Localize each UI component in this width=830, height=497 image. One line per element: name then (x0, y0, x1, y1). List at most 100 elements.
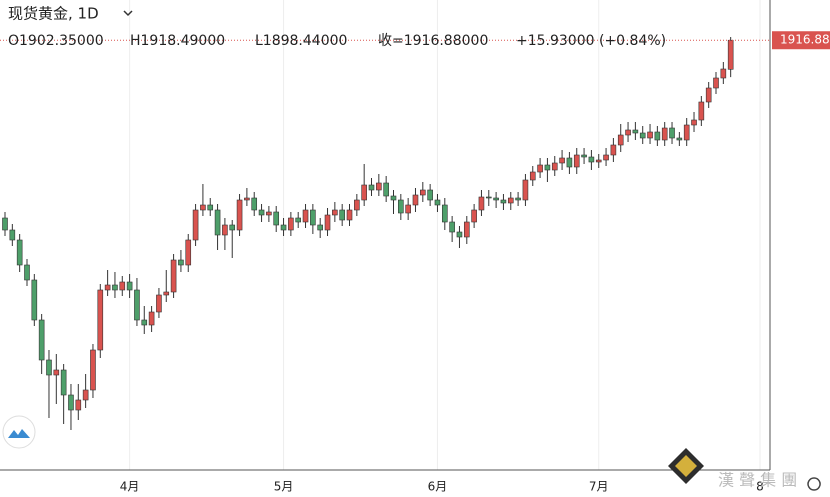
candle-body (573, 154, 580, 168)
candle-body (112, 284, 118, 291)
candle-body (68, 394, 74, 411)
candle-body (251, 197, 258, 211)
candle-body (31, 279, 38, 321)
candle-body (625, 129, 631, 136)
candle-body (266, 211, 272, 216)
candle-body (683, 124, 690, 141)
x-tick-label: 8 (756, 480, 764, 494)
candle-body (310, 209, 316, 226)
candle-body (566, 157, 573, 168)
candle-body (324, 214, 331, 231)
candle-body (302, 209, 309, 223)
candle-body (654, 131, 661, 141)
candle-body (2, 217, 8, 231)
candle-body (339, 209, 345, 221)
x-tick-label: 4月 (120, 480, 140, 494)
candle-body (441, 204, 448, 223)
candle-body (192, 209, 199, 241)
candle-body (456, 231, 463, 238)
candle-body (163, 291, 170, 296)
candle-body (24, 264, 30, 281)
ohlc-stat: 收=1916.88000 (378, 33, 488, 49)
candle-body (368, 184, 375, 191)
last-price-badge (772, 31, 830, 50)
candle-body (617, 134, 624, 146)
candle-body (705, 87, 712, 103)
x-tick-label: 7月 (589, 480, 609, 494)
chart-title: 现货黄金, 1D (8, 5, 99, 23)
candle-body (126, 281, 133, 291)
candle-body (691, 119, 697, 126)
candle-body (104, 284, 111, 291)
x-tick-label: 5月 (274, 480, 294, 494)
candle-body (529, 171, 536, 181)
candle-body (346, 209, 353, 221)
candle-body (434, 199, 441, 206)
candle-body (507, 197, 514, 204)
candle-body (581, 154, 587, 158)
candle-body (258, 209, 265, 216)
candle-body (639, 132, 646, 139)
candle-body (610, 144, 617, 156)
candle-body (90, 349, 96, 391)
candle-body (170, 259, 177, 293)
x-tick-label: 6月 (428, 480, 448, 494)
candle-body (214, 209, 221, 236)
candle-body (595, 159, 602, 163)
candle-body (713, 77, 719, 89)
candle-body (134, 289, 140, 321)
watermark-logo (668, 448, 704, 484)
candle-body (38, 319, 45, 361)
candle-body (449, 221, 455, 233)
candle-body (661, 127, 668, 141)
candle-body (544, 164, 551, 171)
candle-body (280, 224, 287, 231)
ohlc-stat: H1918.49000 (130, 33, 225, 49)
candle-body (727, 39, 734, 70)
candle-body (669, 127, 675, 139)
candle-body (82, 389, 89, 401)
candle-body (148, 311, 155, 326)
logo-button[interactable] (2, 415, 36, 449)
labels: 4月 5月 6月 7月 8 (120, 480, 764, 494)
candle-body (427, 189, 433, 201)
candle-body (244, 197, 250, 201)
candle-body (376, 182, 382, 191)
candle-body (332, 209, 338, 216)
candle-body (16, 239, 23, 266)
settings-icon[interactable] (807, 477, 821, 491)
candle-body (383, 182, 389, 197)
candle-body (559, 157, 565, 164)
watermark: 漢 聲 集 團 (718, 471, 797, 490)
candle-body (500, 199, 507, 204)
candle-body (200, 204, 206, 211)
candle-body (720, 68, 727, 79)
candle-body (478, 196, 485, 211)
candle-body (75, 399, 82, 411)
chevron[interactable] (123, 10, 133, 17)
candle-body (471, 209, 477, 223)
candles (0, 37, 770, 430)
candle-body (463, 221, 470, 238)
candle-body (398, 199, 404, 214)
candle-body (522, 179, 529, 201)
grid (129, 0, 761, 470)
candle-body (9, 229, 16, 241)
candle-body (156, 294, 162, 313)
candle-body (236, 199, 243, 231)
candle-body (588, 156, 595, 163)
candle-body (317, 224, 323, 231)
candle-body (354, 199, 360, 211)
candle-body (405, 204, 411, 214)
candle-body (273, 211, 280, 226)
candle-body (603, 154, 609, 161)
candle-body (537, 164, 543, 173)
candle-body (485, 196, 492, 199)
candle-body (46, 359, 52, 376)
candle-body (698, 101, 705, 121)
candle-body (288, 217, 294, 231)
last-price-label: 1916.88 (780, 33, 830, 47)
candle-body (229, 224, 236, 231)
candle-body (676, 137, 683, 141)
